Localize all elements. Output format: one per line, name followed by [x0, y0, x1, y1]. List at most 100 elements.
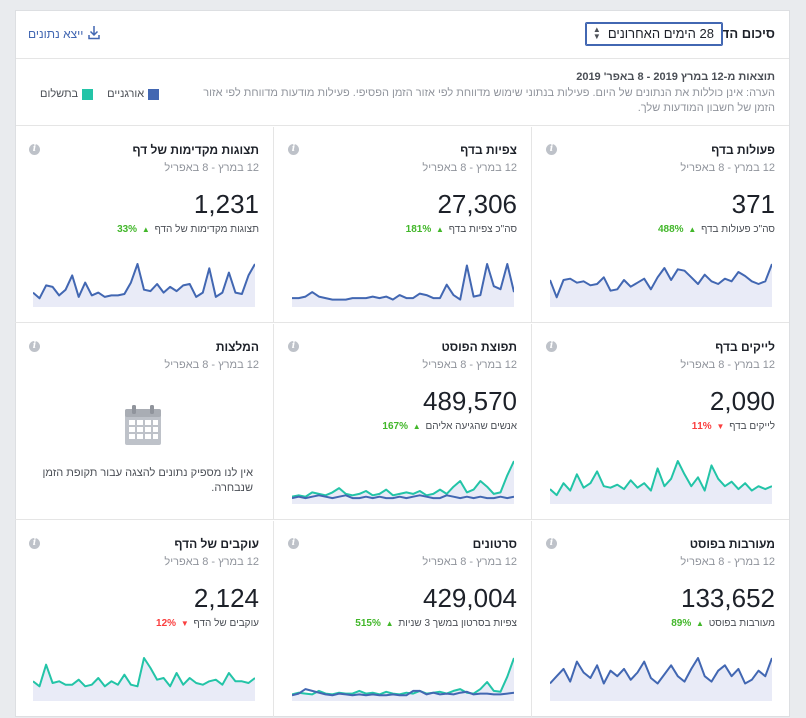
- sparkline-series-line: [550, 657, 772, 685]
- no-data-message: אין לנו מספיק נתונים להצגה עבור תקופת הז…: [42, 467, 253, 494]
- card-page-previews[interactable]: תצוגות מקדימות של דף 12 במרץ - 8 באפריל …: [15, 127, 273, 323]
- card-value: 2,124: [193, 583, 259, 613]
- sparkline-series-line: [292, 460, 514, 498]
- down-arrow-icon: ▼: [180, 619, 189, 628]
- card-comparison: סה"כ צפיות בדף ▲ 181%: [406, 224, 517, 235]
- sparkline-area: [550, 461, 772, 504]
- info-icon[interactable]: i: [288, 341, 299, 352]
- up-arrow-icon: ▲: [688, 225, 697, 234]
- sparkline-chart: [33, 657, 255, 701]
- card-page-actions[interactable]: פעולות בדף 12 במרץ - 8 באפריל i 371 סה"כ…: [531, 127, 789, 323]
- timezone-note: הערה: אינן כוללות את הנתונים של היום. פע…: [203, 87, 775, 114]
- card-recommendations[interactable]: המלצות 12 במרץ - 8 באפריל i: [15, 324, 273, 520]
- card-change: 515%: [355, 618, 381, 629]
- info-icon[interactable]: i: [288, 538, 299, 549]
- card-page-likes[interactable]: לייקים בדף 12 במרץ - 8 באפריל i 2,090 לי…: [531, 324, 789, 520]
- card-change: 12%: [156, 618, 177, 629]
- sparkline-series-line: [292, 494, 514, 500]
- card-value: 1,231: [193, 189, 259, 219]
- card-dates: 12 במרץ - 8 באפריל: [164, 556, 259, 568]
- sparkline-series-line: [292, 263, 514, 301]
- card-change: 488%: [658, 224, 684, 235]
- card-change-label: לייקים בדף: [729, 421, 775, 432]
- card-change: 89%: [671, 618, 692, 629]
- card-change-label: סה"כ פעולות בדף: [701, 224, 775, 235]
- card-change-label: עוקבים של הדף: [193, 618, 259, 629]
- sparkline-area: [33, 264, 255, 307]
- legend-paid: בתשלום: [40, 88, 94, 100]
- select-arrows-icon: ▲ ▼: [592, 25, 601, 41]
- card-comparison: צפיות בסרטון במשך 3 שניות ▲ 515%: [355, 618, 517, 629]
- card-comparison: לייקים בדף ▼ 11%: [692, 421, 775, 432]
- export-data-label: ייצא נתונים: [28, 27, 84, 41]
- card-title: סרטונים: [472, 537, 517, 551]
- card-page-followers[interactable]: עוקבים של הדף 12 במרץ - 8 באפריל i 2,124…: [15, 521, 273, 717]
- card-comparison: עוקבים של הדף ▼ 12%: [156, 618, 259, 629]
- card-change-label: צפיות בסרטון במשך 3 שניות: [398, 618, 517, 629]
- sparkline-chart: [33, 263, 255, 307]
- card-videos[interactable]: סרטונים 12 במרץ - 8 באפריל i 429,004 צפי…: [273, 521, 531, 717]
- card-comparison: תצוגות מקדימות של הדף ▲ 33%: [117, 224, 259, 235]
- card-dates: 12 במרץ - 8 באפריל: [422, 556, 517, 568]
- sparkline-series-line: [292, 688, 514, 697]
- info-icon[interactable]: i: [288, 144, 299, 155]
- card-title: תצוגות מקדימות של דף: [132, 143, 259, 157]
- page-summary-panel: סיכום הדף 28 הימים האחרונים ▲ ▼ ייצא נתונ…: [15, 10, 790, 717]
- down-arrow-icon: ▼: [716, 422, 725, 431]
- info-icon[interactable]: i: [29, 144, 40, 155]
- card-value: 27,306: [437, 189, 517, 219]
- legend-organic: אורגניים: [107, 88, 160, 100]
- card-value: 371: [731, 189, 775, 219]
- card-dates: 12 במרץ - 8 באפריל: [422, 162, 517, 174]
- up-arrow-icon: ▲: [412, 422, 421, 431]
- sparkline-series-line: [292, 657, 514, 696]
- info-icon[interactable]: i: [29, 341, 40, 352]
- card-title: לייקים בדף: [715, 340, 775, 354]
- period-select[interactable]: 28 הימים האחרונים ▲ ▼: [584, 22, 723, 46]
- calendar-icon: [124, 404, 162, 451]
- card-value: 133,652: [681, 583, 775, 613]
- sparkline-chart: [550, 657, 772, 701]
- info-icon[interactable]: i: [29, 538, 40, 549]
- card-title: מעורבות בפוסט: [689, 537, 775, 551]
- card-change-label: תצוגות מקדימות של הדף: [154, 224, 259, 235]
- sparkline-area: [550, 264, 772, 307]
- card-title: עוקבים של הדף: [174, 537, 259, 551]
- card-dates: 12 במרץ - 8 באפריל: [680, 162, 775, 174]
- card-post-engagement[interactable]: מעורבות בפוסט 12 במרץ - 8 באפריל i 133,6…: [531, 521, 789, 717]
- sparkline-chart: [292, 657, 514, 701]
- card-comparison: אנשים שהגיעה אליהם ▲ 167%: [382, 421, 517, 432]
- card-dates: 12 במרץ - 8 באפריל: [164, 162, 259, 174]
- card-value: 429,004: [423, 583, 517, 613]
- sparkline-series-line: [550, 460, 772, 497]
- legend-paid-label: בתשלום: [40, 88, 79, 100]
- card-change: 181%: [405, 224, 432, 235]
- info-icon[interactable]: i: [546, 538, 557, 549]
- card-dates: 12 במרץ - 8 באפריל: [164, 359, 259, 371]
- card-title: המלצות: [215, 340, 259, 354]
- sparkline-series-line: [550, 263, 772, 299]
- card-post-reach[interactable]: תפוצת הפוסט 12 במרץ - 8 באפריל i 489,570…: [273, 324, 531, 520]
- up-arrow-icon: ▲: [436, 225, 444, 234]
- sparkline-chart: [292, 263, 514, 307]
- paid-swatch: [82, 88, 94, 100]
- info-icon[interactable]: i: [546, 144, 557, 155]
- export-data-link[interactable]: ייצא נתונים: [28, 25, 101, 43]
- card-change-label: סה"כ צפיות בדף: [448, 224, 517, 235]
- card-page-views[interactable]: צפיות בדף 12 במרץ - 8 באפריל i 27,306 סה…: [273, 127, 531, 323]
- card-change: 11%: [691, 421, 712, 432]
- info-icon[interactable]: i: [546, 341, 557, 352]
- period-select-value: 28 הימים האחרונים: [607, 26, 714, 41]
- sparkline-area: [292, 461, 514, 504]
- card-value: 2,090: [709, 386, 775, 416]
- sparkline-chart: [550, 460, 772, 504]
- card-dates: 12 במרץ - 8 באפריל: [680, 359, 775, 371]
- organic-swatch: [148, 88, 160, 100]
- results-dates: תוצאות מ-12 במרץ 2019 - 8 באפר' 2019: [576, 71, 775, 83]
- card-change: 33%: [117, 224, 138, 235]
- card-dates: 12 במרץ - 8 באפריל: [422, 359, 517, 371]
- sparkline-series-line: [33, 263, 255, 300]
- up-arrow-icon: ▲: [141, 225, 150, 234]
- card-title: פעולות בדף: [711, 143, 775, 157]
